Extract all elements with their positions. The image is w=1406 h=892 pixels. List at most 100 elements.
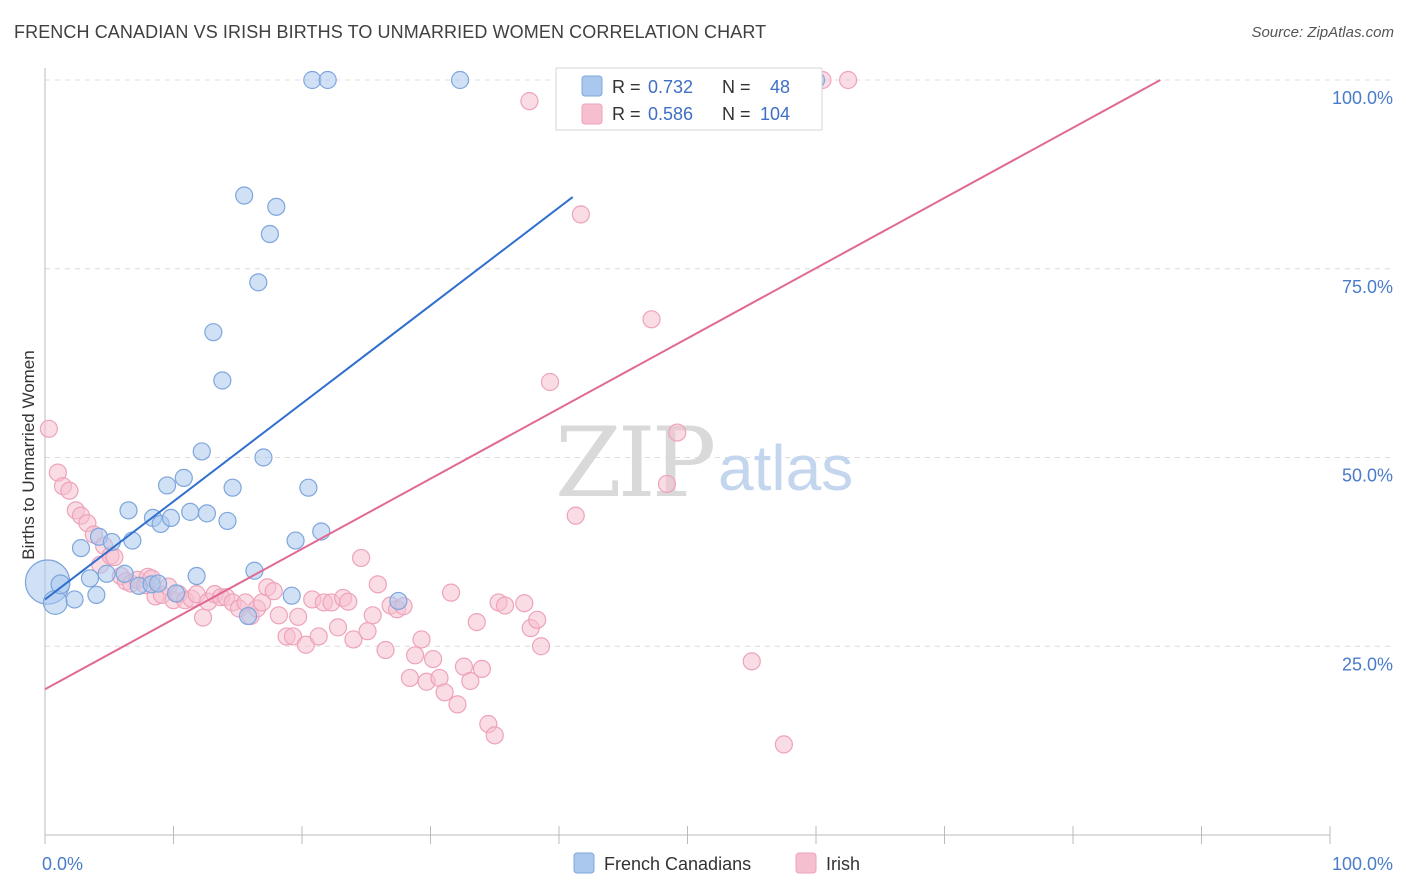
stats-n-label: N =: [722, 104, 751, 124]
french-canadian-point: [249, 273, 268, 292]
irish-point: [344, 630, 363, 649]
legend-label-irish: Irish: [826, 854, 860, 874]
irish-point: [368, 575, 387, 594]
stats-swatch-blue: [581, 75, 603, 97]
irish-point: [269, 606, 288, 625]
irish-point: [485, 726, 504, 745]
french-canadian-point: [218, 511, 237, 531]
irish-point: [39, 419, 58, 438]
french-canadian-point: [197, 504, 217, 523]
irish-point: [657, 474, 677, 494]
legend-label-french-canadians: French Canadians: [604, 854, 751, 874]
irish-point: [668, 423, 687, 442]
irish-point: [296, 635, 315, 654]
y-axis-label: Births to Unmarried Women: [19, 350, 38, 559]
watermark-atlas: atlas: [718, 432, 853, 504]
stats-r-value: 0.732: [648, 77, 693, 97]
french-canadian-point: [42, 589, 68, 615]
irish-point: [495, 596, 515, 615]
irish-point: [441, 583, 461, 602]
irish-point: [774, 735, 793, 754]
source-label: Source: ZipAtlas.com: [1251, 24, 1394, 41]
irish-points: [39, 70, 858, 754]
stats-r-label: R =: [612, 104, 641, 124]
irish-point: [435, 683, 454, 702]
french-canadian-point: [71, 538, 91, 558]
french-canadian-point: [299, 478, 318, 497]
irish-point: [566, 506, 585, 525]
irish-point: [520, 92, 539, 111]
french-canadian-point: [318, 70, 337, 90]
irish-point: [405, 646, 425, 665]
irish-point: [309, 627, 328, 646]
french-canadian-point: [166, 584, 186, 603]
irish-point: [528, 610, 547, 629]
french-canadian-point: [238, 606, 258, 626]
watermark-zip: ZIP: [555, 407, 714, 519]
irish-point: [839, 70, 858, 90]
gridlines: [45, 79, 1394, 647]
french-canadian-point: [181, 502, 200, 521]
french-canadian-point: [119, 501, 138, 520]
irish-point: [448, 695, 467, 714]
y-tick-label: 100.0%: [1332, 88, 1393, 108]
irish-point: [400, 668, 420, 688]
watermark: ZIP atlas: [555, 407, 853, 519]
french-canadian-point: [204, 323, 223, 342]
x-tick-label-min: 0.0%: [42, 854, 83, 874]
french-canadian-point: [389, 591, 408, 611]
french-canadian-point: [286, 531, 305, 550]
irish-point: [515, 594, 534, 613]
french-canadian-point: [161, 508, 181, 528]
irish-point: [193, 608, 213, 627]
french-canadian-point: [254, 448, 273, 467]
stats-n-value: 48: [770, 77, 790, 97]
irish-point: [642, 310, 661, 329]
irish-point: [283, 627, 303, 646]
trend-lines: [44, 79, 1161, 691]
stats-legend: R = 0.732 N = 48 R = 0.586 N = 104: [555, 67, 823, 131]
irish-point: [328, 618, 348, 637]
french-canadian-point: [97, 564, 116, 583]
french-canadian-point: [174, 468, 193, 487]
french-canadian-point: [282, 586, 301, 605]
stats-n-value: 104: [760, 104, 790, 124]
irish-point: [352, 548, 371, 568]
y-tick-label: 25.0%: [1342, 654, 1393, 674]
y-tick-label: 75.0%: [1342, 277, 1393, 297]
irish-point: [540, 372, 560, 392]
irish-point: [412, 630, 431, 649]
french-canadian-point: [115, 564, 134, 583]
irish-point: [358, 622, 377, 641]
french-canadian-point: [223, 478, 242, 497]
french-canadian-point: [267, 197, 286, 216]
irish-point: [742, 652, 761, 671]
stats-swatch-pink: [581, 103, 603, 125]
french-canadian-point: [148, 574, 168, 593]
irish-point: [363, 606, 382, 625]
french-canadian-point: [65, 590, 84, 609]
stats-n-label: N =: [722, 77, 751, 97]
legend-swatch-irish: [795, 852, 817, 874]
irish-point: [423, 649, 443, 669]
french-canadian-point: [450, 70, 470, 90]
french-canadian-point: [80, 569, 100, 588]
legend-swatch-french-canadians: [573, 852, 595, 874]
x-tick-label-max: 100.0%: [1332, 854, 1393, 874]
stats-r-value: 0.586: [648, 104, 693, 124]
irish-point: [376, 640, 395, 660]
french-canadian-point: [123, 531, 142, 550]
irish-point: [264, 582, 283, 601]
irish-point: [467, 612, 486, 632]
stats-r-label: R =: [612, 77, 641, 97]
french-canadian-point: [187, 566, 206, 586]
french-canadian-point: [157, 476, 177, 495]
irish-point: [339, 592, 358, 611]
y-tick-label: 50.0%: [1342, 466, 1393, 486]
french-canadian-point: [235, 186, 254, 205]
french-canadian-trend-line: [44, 196, 574, 601]
french-canadian-point: [50, 574, 71, 595]
french-canadian-point: [213, 371, 232, 390]
irish-point: [461, 671, 480, 691]
